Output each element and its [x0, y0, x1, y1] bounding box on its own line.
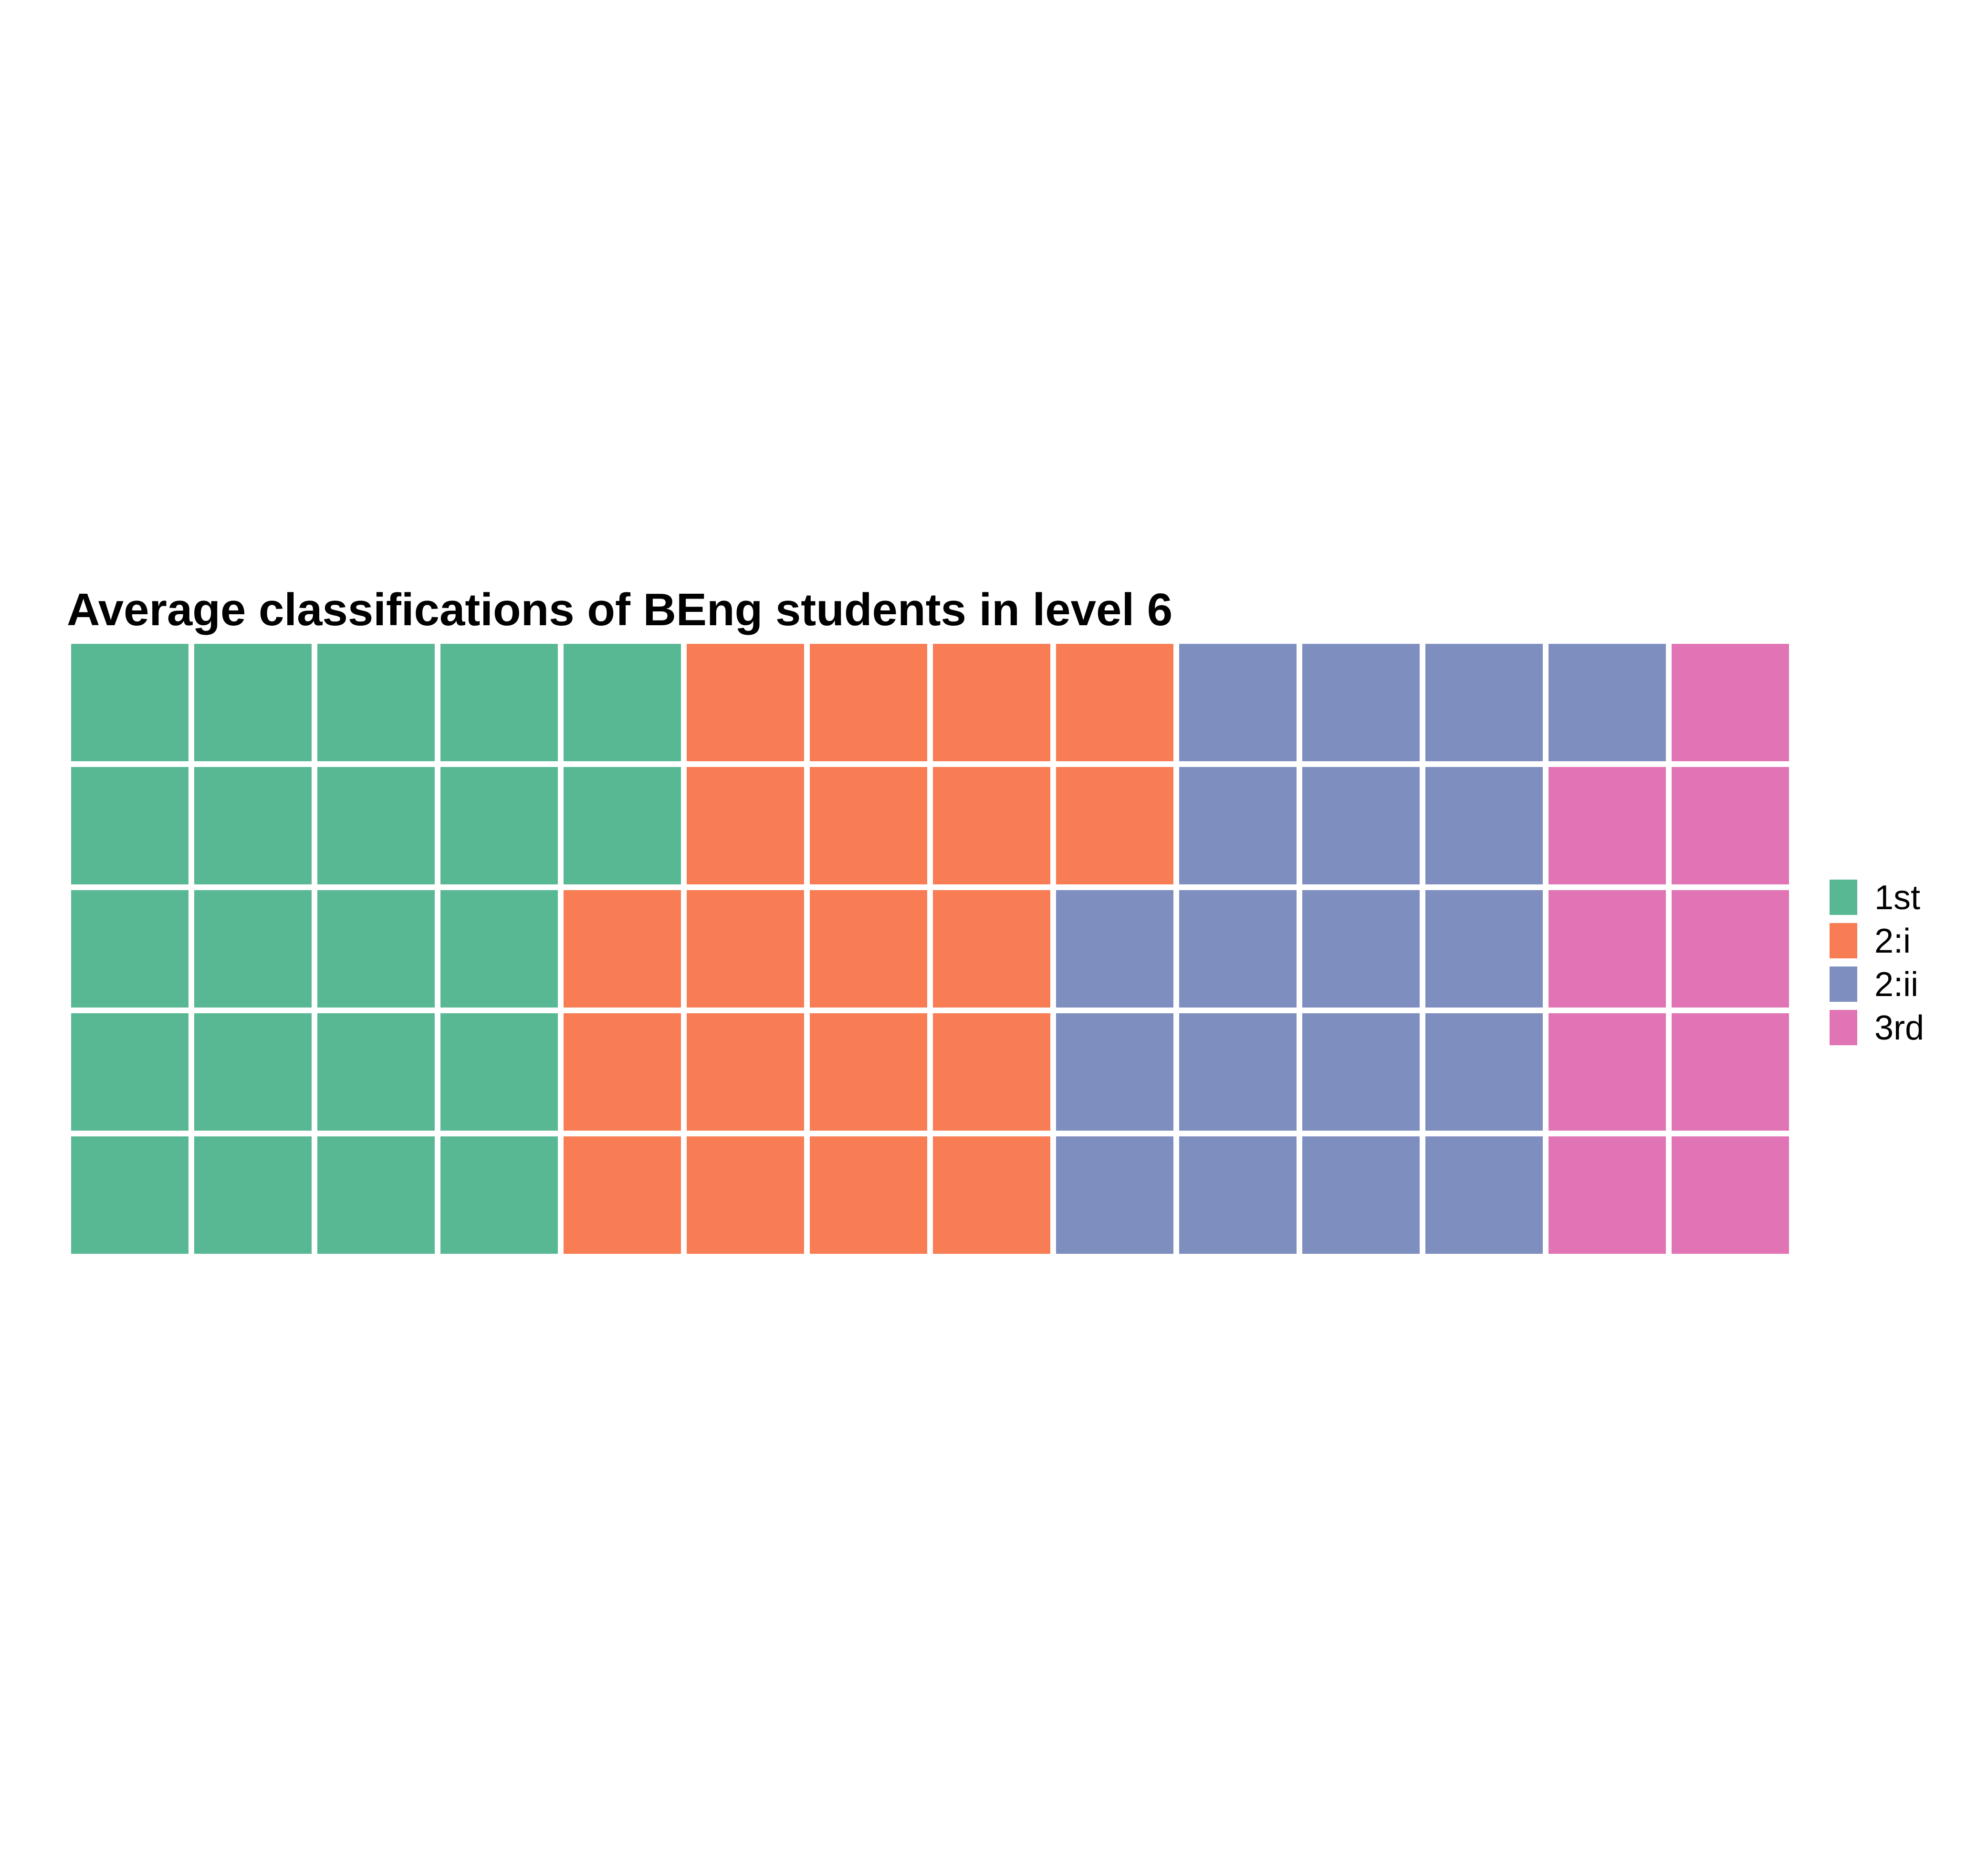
waffle-cell-2i	[810, 890, 927, 1008]
waffle-cell-2i	[933, 1136, 1050, 1254]
waffle-cell-2i	[810, 1013, 927, 1131]
waffle-cell-3rd	[1672, 1136, 1789, 1254]
waffle-cell-1st	[71, 890, 188, 1008]
waffle-cell-1st	[71, 1136, 188, 1254]
waffle-cell-2ii	[1425, 644, 1543, 761]
waffle-cell-2i	[933, 1013, 1050, 1131]
waffle-cell-1st	[194, 1013, 312, 1131]
waffle-cell-2i	[1056, 767, 1173, 884]
waffle-cell-1st	[440, 1136, 558, 1254]
waffle-cell-1st	[317, 767, 435, 884]
waffle-cell-1st	[317, 644, 435, 761]
legend-label-2ii: 2:ii	[1874, 966, 1918, 1004]
waffle-cell-2ii	[1302, 890, 1420, 1008]
waffle-cell-1st	[194, 890, 312, 1008]
legend-label-2i: 2:i	[1874, 922, 1911, 960]
waffle-cell-3rd	[1549, 1136, 1666, 1254]
waffle-cell-3rd	[1549, 890, 1666, 1008]
waffle-cell-1st	[440, 890, 558, 1008]
legend-key-2i	[1830, 923, 1857, 958]
waffle-cell-3rd	[1672, 1013, 1789, 1131]
waffle-cell-1st	[564, 767, 681, 884]
waffle-cell-2i	[687, 1136, 804, 1254]
waffle-cell-2ii	[1302, 767, 1420, 884]
legend-key-3rd	[1830, 1010, 1857, 1045]
legend: 1st 2:i 2:ii 3rd	[1830, 879, 1924, 1047]
legend-key-2ii	[1830, 966, 1857, 1002]
legend-label-3rd: 3rd	[1874, 1009, 1924, 1047]
waffle-cell-1st	[317, 890, 435, 1008]
waffle-cell-2ii	[1302, 1013, 1420, 1131]
waffle-cell-1st	[71, 767, 188, 884]
waffle-cell-1st	[194, 1136, 312, 1254]
waffle-cell-2ii	[1056, 890, 1173, 1008]
waffle-cell-1st	[317, 1013, 435, 1131]
waffle-cell-1st	[440, 644, 558, 761]
waffle-cells	[71, 644, 1789, 1254]
waffle-cell-3rd	[1672, 767, 1789, 884]
waffle-cell-1st	[71, 644, 188, 761]
waffle-cell-2ii	[1425, 1013, 1543, 1131]
waffle-cell-2ii	[1302, 1136, 1420, 1254]
waffle-cell-2ii	[1302, 644, 1420, 761]
waffle-cell-2ii	[1425, 1136, 1543, 1254]
waffle-cell-2ii	[1056, 1013, 1173, 1131]
waffle-cell-2i	[564, 1013, 681, 1131]
waffle-cell-2i	[564, 1136, 681, 1254]
waffle-cell-3rd	[1549, 1013, 1666, 1131]
waffle-cell-1st	[194, 644, 312, 761]
waffle-cell-2i	[687, 644, 804, 761]
waffle-cell-2ii	[1179, 1013, 1297, 1131]
legend-label-1st: 1st	[1874, 879, 1920, 917]
waffle-cell-2ii	[1425, 890, 1543, 1008]
waffle-cell-2ii	[1179, 890, 1297, 1008]
waffle-cell-2ii	[1179, 767, 1297, 884]
waffle-cell-1st	[440, 1013, 558, 1131]
chart-title: Average classifications of BEng students…	[67, 584, 1172, 635]
waffle-cell-2ii	[1179, 644, 1297, 761]
waffle-cell-2ii	[1179, 1136, 1297, 1254]
waffle-cell-2i	[687, 767, 804, 884]
waffle-cell-2i	[933, 890, 1050, 1008]
waffle-cell-2i	[933, 644, 1050, 761]
waffle-cell-2ii	[1056, 1136, 1173, 1254]
waffle-cell-2i	[810, 644, 927, 761]
waffle-cell-3rd	[1672, 644, 1789, 761]
waffle-cell-2i	[810, 767, 927, 884]
waffle-cell-2ii	[1549, 644, 1666, 761]
waffle-cell-2i	[810, 1136, 927, 1254]
waffle-cell-2i	[564, 890, 681, 1008]
waffle-cell-2i	[687, 890, 804, 1008]
waffle-cell-2i	[1056, 644, 1173, 761]
waffle-cell-1st	[71, 1013, 188, 1131]
waffle-cell-2ii	[1425, 767, 1543, 884]
waffle-cell-1st	[440, 767, 558, 884]
waffle-cell-3rd	[1549, 767, 1666, 884]
waffle-cell-2i	[933, 767, 1050, 884]
waffle-cell-1st	[564, 644, 681, 761]
waffle-cell-2i	[687, 1013, 804, 1131]
legend-key-1st	[1830, 880, 1857, 915]
waffle-cell-1st	[317, 1136, 435, 1254]
waffle-cell-1st	[194, 767, 312, 884]
waffle-cell-3rd	[1672, 890, 1789, 1008]
